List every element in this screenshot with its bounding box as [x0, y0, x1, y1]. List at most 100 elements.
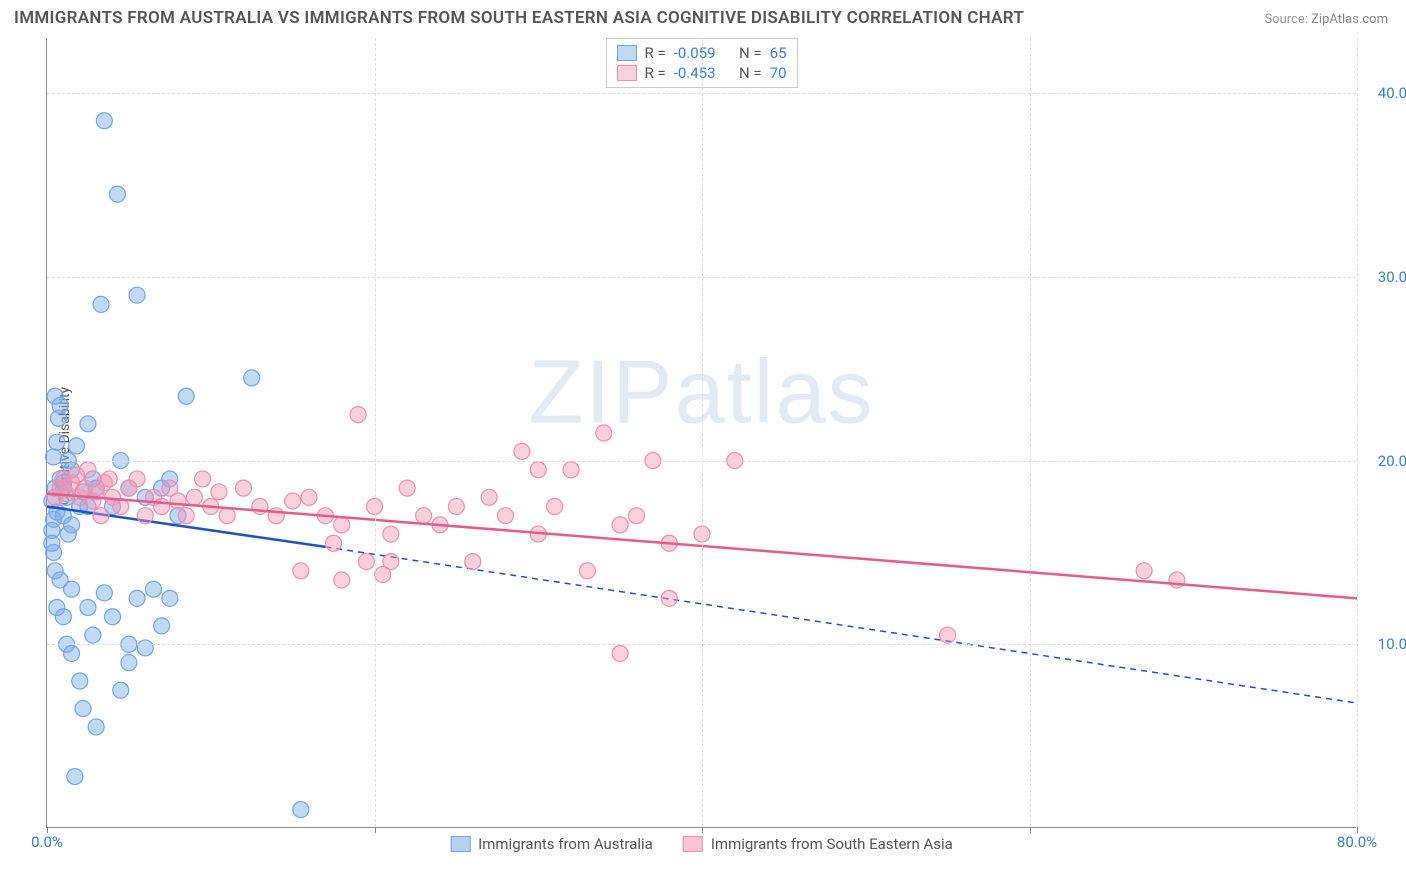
- data-point: [448, 498, 464, 514]
- data-point: [244, 370, 260, 386]
- data-point: [178, 508, 194, 524]
- data-point: [113, 682, 129, 698]
- y-tick-label: 20.0%: [1362, 452, 1406, 470]
- data-point: [186, 489, 202, 505]
- data-point: [64, 645, 80, 661]
- data-point: [285, 493, 301, 509]
- data-point: [105, 609, 121, 625]
- data-point: [137, 640, 153, 656]
- data-point: [52, 397, 68, 413]
- r-value: -0.059: [674, 44, 716, 62]
- data-point: [1136, 563, 1152, 579]
- data-point: [88, 719, 104, 735]
- source-value: ZipAtlas.com: [1311, 12, 1388, 27]
- data-point: [236, 480, 252, 496]
- data-point: [85, 627, 101, 643]
- data-point: [49, 434, 65, 450]
- data-point: [129, 287, 145, 303]
- chart-title: IMMIGRANTS FROM AUSTRALIA VS IMMIGRANTS …: [14, 8, 1024, 28]
- data-point: [96, 113, 112, 129]
- data-point: [80, 600, 96, 616]
- x-tick: [1030, 827, 1031, 833]
- x-tick-label: 80.0%: [1337, 833, 1377, 851]
- plot-area: ZIPatlas R =-0.059 N =65R =-0.453 N =70 …: [46, 38, 1356, 828]
- data-point: [481, 489, 497, 505]
- data-point: [399, 480, 415, 496]
- data-point: [612, 645, 628, 661]
- data-point: [145, 581, 161, 597]
- data-point: [44, 535, 60, 551]
- legend-item: Immigrants from South Eastern Asia: [683, 835, 953, 853]
- data-point: [301, 489, 317, 505]
- n-value: 70: [770, 64, 787, 82]
- x-tick-label: 0.0%: [31, 833, 63, 851]
- data-point: [293, 802, 309, 818]
- legend-swatch: [616, 45, 636, 61]
- data-point: [129, 590, 145, 606]
- data-point: [612, 517, 628, 533]
- x-tick: [702, 827, 703, 833]
- data-point: [93, 296, 109, 312]
- y-tick-label: 30.0%: [1362, 268, 1406, 286]
- data-point: [211, 484, 227, 500]
- source-attribution: Source: ZipAtlas.com: [1264, 12, 1388, 27]
- data-point: [498, 508, 514, 524]
- data-point: [940, 627, 956, 643]
- data-point: [178, 388, 194, 404]
- legend-swatch: [683, 836, 703, 852]
- gridline-vertical: [702, 38, 703, 827]
- data-point: [129, 471, 145, 487]
- legend-label: Immigrants from Australia: [478, 835, 653, 853]
- data-point: [170, 493, 186, 509]
- data-point: [661, 590, 677, 606]
- n-label: N =: [739, 64, 762, 82]
- gridline-vertical: [375, 38, 376, 827]
- legend-swatch: [616, 65, 636, 81]
- data-point: [629, 508, 645, 524]
- data-point: [416, 508, 432, 524]
- legend-label: Immigrants from South Eastern Asia: [711, 835, 953, 853]
- data-point: [547, 498, 563, 514]
- n-value: 65: [770, 44, 787, 62]
- data-point: [46, 449, 62, 465]
- data-point: [358, 554, 374, 570]
- data-point: [383, 526, 399, 542]
- data-point: [93, 508, 109, 524]
- x-tick: [375, 827, 376, 833]
- data-point: [326, 535, 342, 551]
- data-point: [219, 508, 235, 524]
- source-label: Source:: [1264, 12, 1307, 27]
- trend-line-extrapolated: [325, 547, 1357, 703]
- r-value: -0.453: [674, 64, 716, 82]
- data-point: [334, 517, 350, 533]
- data-point: [154, 618, 170, 634]
- data-point: [465, 554, 481, 570]
- data-point: [154, 498, 170, 514]
- legend-item: Immigrants from Australia: [450, 835, 653, 853]
- data-point: [563, 462, 579, 478]
- data-point: [55, 609, 71, 625]
- r-label: R =: [644, 64, 665, 82]
- data-point: [293, 563, 309, 579]
- y-tick-label: 40.0%: [1362, 84, 1406, 102]
- data-point: [101, 471, 117, 487]
- legend-swatch: [450, 836, 470, 852]
- data-point: [162, 590, 178, 606]
- data-point: [68, 438, 84, 454]
- data-point: [121, 655, 137, 671]
- gridline-vertical: [1357, 38, 1358, 827]
- data-point: [72, 673, 88, 689]
- data-point: [96, 585, 112, 601]
- data-point: [80, 416, 96, 432]
- data-point: [75, 701, 91, 717]
- data-point: [137, 508, 153, 524]
- data-point: [350, 407, 366, 423]
- data-point: [268, 508, 284, 524]
- data-point: [195, 471, 211, 487]
- data-point: [383, 554, 399, 570]
- data-point: [579, 563, 595, 579]
- data-point: [67, 769, 83, 785]
- data-point: [64, 581, 80, 597]
- data-point: [60, 526, 76, 542]
- data-point: [530, 462, 546, 478]
